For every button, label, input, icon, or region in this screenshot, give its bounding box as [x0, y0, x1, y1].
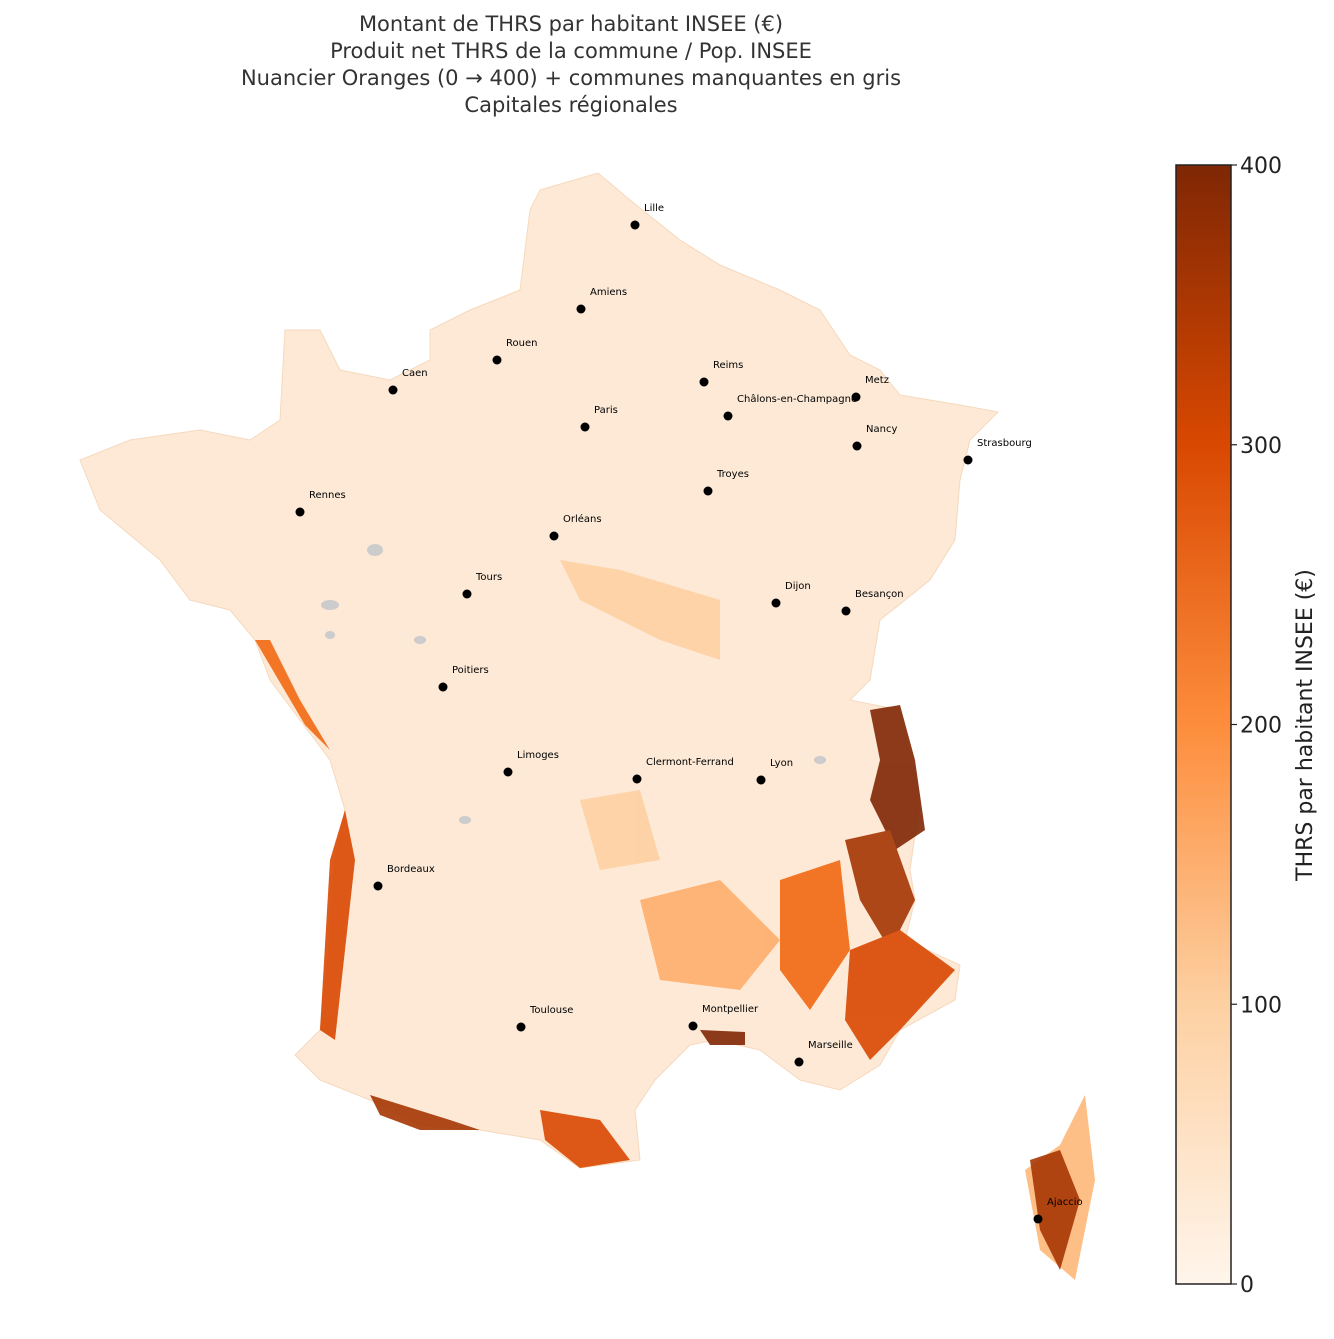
city-label: Troyes [716, 469, 749, 480]
city-label: Châlons-en-Champagne [737, 393, 857, 405]
mainland [79, 172, 1000, 1169]
city-label: Marseille [808, 1040, 853, 1051]
city-label: Caen [402, 368, 428, 379]
colorbar-tick-label: 200 [1240, 714, 1282, 739]
city-label: Clermont-Ferrand [646, 757, 734, 768]
city-dot [851, 392, 861, 402]
city-dot [703, 486, 713, 496]
city-dot [699, 377, 709, 387]
city-dot [295, 507, 305, 517]
city-label: Dijon [785, 581, 811, 592]
city-label: Nancy [866, 424, 897, 435]
hotspots [255, 560, 1080, 1270]
city-label: Rennes [309, 490, 346, 501]
city-label: Rouen [506, 338, 537, 349]
city-dot [1033, 1214, 1043, 1224]
city-label: Strasbourg [977, 438, 1032, 449]
city-dot [503, 767, 513, 777]
colorbar-gradient [1175, 164, 1232, 1285]
city-label: Poitiers [452, 665, 489, 676]
title-line: Nuancier Oranges (0 → 400) + communes ma… [241, 66, 901, 90]
city-dot [630, 220, 640, 230]
city-dot [688, 1021, 698, 1031]
city-label: Paris [594, 405, 618, 416]
city-dot [492, 355, 502, 365]
city-label: Ajaccio [1047, 1197, 1083, 1208]
colorbar-tick-label: 400 [1240, 154, 1282, 179]
city-dot [388, 385, 398, 395]
city-dot [438, 682, 448, 692]
city-dot [632, 774, 642, 784]
city-dot [852, 441, 862, 451]
colorbar: THRS par habitant INSEE (€) 0 100 200 300 40… [1175, 154, 1318, 1298]
france-map [79, 172, 1095, 1280]
city-label: Montpellier [702, 1004, 759, 1015]
colorbar-tick-label: 300 [1240, 434, 1282, 459]
city-dot [462, 589, 472, 599]
city-label: Tours [475, 572, 502, 583]
colorbar-tick-label: 0 [1240, 1273, 1254, 1298]
city-label: Besançon [855, 589, 904, 600]
city-dot [516, 1022, 526, 1032]
city-dot [549, 531, 559, 541]
city-dot [963, 455, 973, 465]
city-label: Metz [865, 375, 889, 386]
city-dot [373, 881, 383, 891]
capitals: Lille Amiens Rouen Caen Reims Châlons-en-Cham… [295, 203, 1083, 1224]
city-label: Toulouse [529, 1005, 573, 1016]
colorbar-label: THRS par habitant INSEE (€) [1293, 569, 1318, 882]
city-dot [576, 304, 586, 314]
city-dot [756, 775, 766, 785]
city-label: Lyon [770, 758, 793, 769]
city-dot [580, 422, 590, 432]
city-label: Lille [644, 203, 664, 214]
title-line: Montant de THRS par habitant INSEE (€) [359, 12, 783, 36]
title-line: Produit net THRS de la commune / Pop. IN… [330, 39, 812, 63]
title-line: Capitales régionales [464, 93, 677, 117]
city-dot [841, 606, 851, 616]
city-label: Amiens [590, 287, 627, 298]
missing-communes [321, 544, 826, 824]
city-label: Reims [713, 360, 743, 371]
city-dot [771, 598, 781, 608]
title: Montant de THRS par habitant INSEE (€) P… [241, 12, 901, 117]
colorbar-tick-label: 100 [1240, 993, 1282, 1018]
city-label: Orléans [563, 513, 602, 525]
city-label: Limoges [517, 750, 559, 761]
city-dot [794, 1057, 804, 1067]
city-label: Bordeaux [387, 864, 435, 875]
city-dot [723, 411, 733, 421]
